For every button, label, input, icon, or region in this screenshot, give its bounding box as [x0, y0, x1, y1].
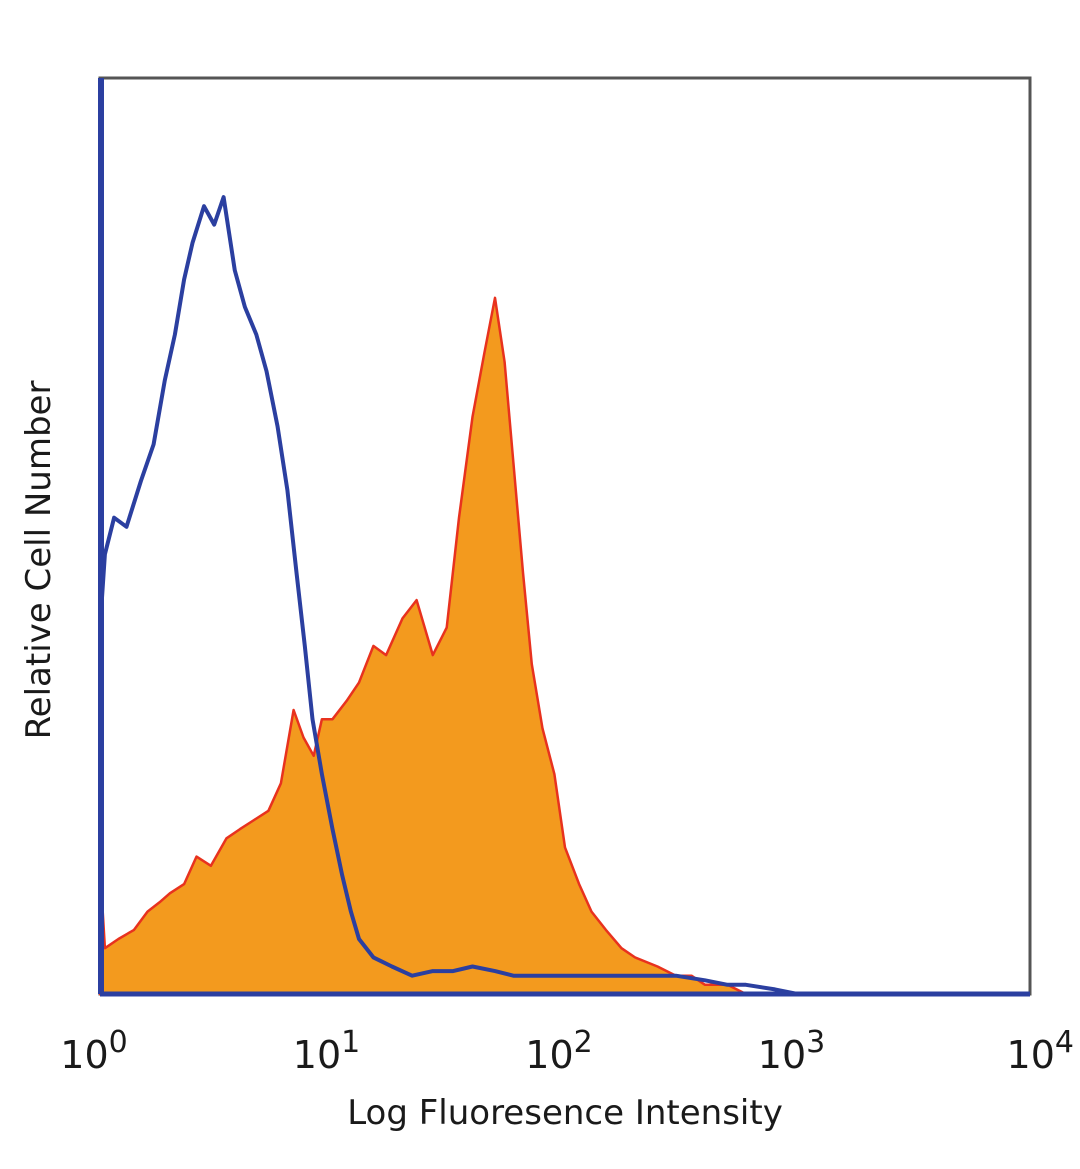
x-tick-label: 100 — [60, 1025, 127, 1077]
x-tick-labels: 100 101 102 103 104 — [60, 1025, 1074, 1077]
x-tick-label: 102 — [525, 1025, 592, 1077]
x-tick-label: 103 — [758, 1025, 825, 1077]
x-axis-title: Log Fluoresence Intensity — [347, 1093, 783, 1133]
series-1-outline-histogram — [98, 195, 798, 996]
y-axis-title: Relative Cell Number — [19, 381, 59, 740]
x-tick-label: 101 — [293, 1025, 360, 1077]
series-layer — [98, 195, 798, 996]
series-0-filled-histogram — [98, 296, 748, 996]
x-tick-label: 104 — [1007, 1025, 1074, 1077]
